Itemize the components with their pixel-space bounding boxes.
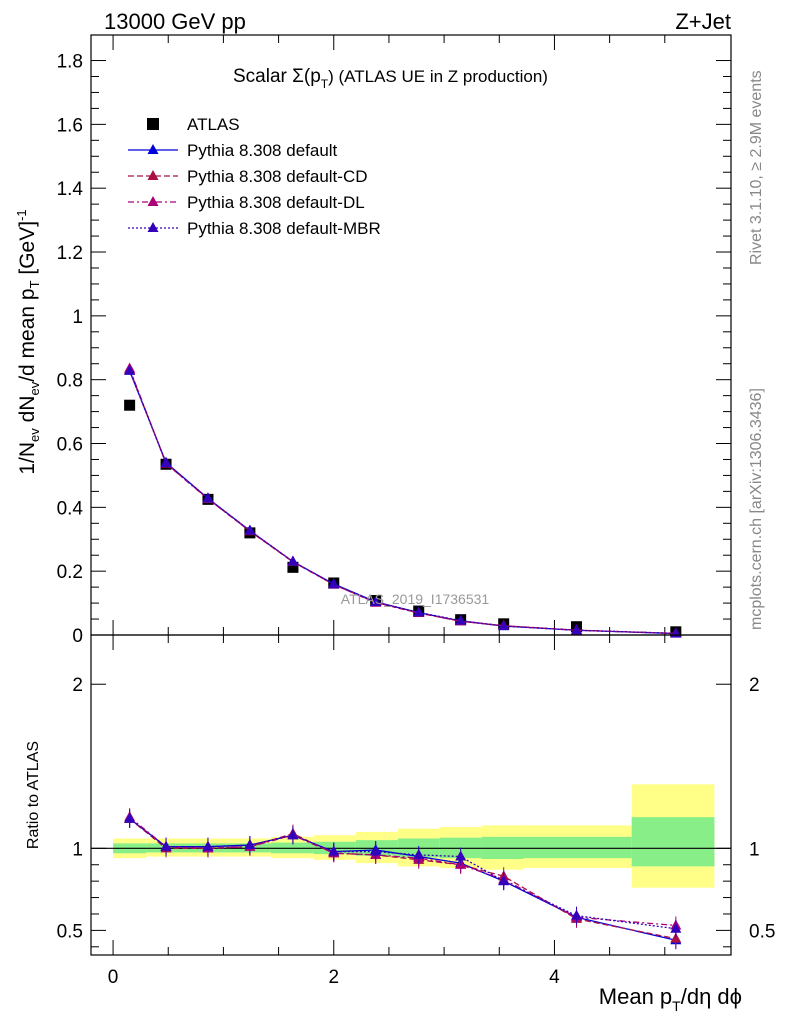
ratio-y-tick-label: 2 bbox=[72, 675, 83, 696]
ratio-series-point bbox=[370, 845, 382, 856]
mc-series-point bbox=[124, 364, 136, 375]
ratio-y-tick-label-right: 2 bbox=[749, 675, 760, 696]
x-tick-label: 2 bbox=[328, 967, 339, 988]
legend-marker bbox=[147, 222, 159, 232]
main-y-tick-label: 1.2 bbox=[57, 243, 83, 264]
ylabel-c-sub: T bbox=[27, 280, 42, 288]
x-tick-label: 0 bbox=[108, 967, 119, 988]
ylabel-a: 1/N bbox=[16, 442, 39, 475]
mc-series-line bbox=[129, 370, 676, 635]
ratio-y-tick-label: 0.5 bbox=[57, 921, 83, 942]
x-tick-label: 4 bbox=[549, 967, 560, 988]
main-panel: 0 0.2 0.4 0.6 0.8 1 1.2 1.4 1.6 1.8 bbox=[57, 34, 732, 647]
main-y-tick-label: 0 bbox=[72, 626, 83, 647]
ylabel-b: dN bbox=[16, 396, 39, 429]
legend-marker bbox=[147, 196, 159, 206]
main-y-tick-label: 0.6 bbox=[57, 435, 83, 456]
ylabel-c: /d mean p bbox=[16, 288, 39, 381]
main-y-tick-label: 0.4 bbox=[57, 498, 84, 519]
legend-label: Pythia 8.308 default-MBR bbox=[187, 219, 381, 238]
uncertainty-band-green bbox=[631, 817, 715, 867]
main-y-tick-label: 1.4 bbox=[57, 179, 84, 200]
legend-marker-atlas bbox=[147, 118, 159, 130]
xlabel-b: /dη dϕ bbox=[681, 984, 742, 1009]
mc-series-point bbox=[455, 614, 467, 625]
mc-series-point bbox=[160, 456, 172, 467]
ylabel-b-sub: ev bbox=[27, 381, 42, 395]
xlabel-a-sub: T bbox=[672, 998, 681, 1014]
main-y-axis-label: 1/Nev dNev/d mean pT [GeV]-1 bbox=[14, 209, 42, 474]
atlas-data-point bbox=[287, 561, 299, 573]
ratio-series-point bbox=[244, 839, 256, 850]
ratio-y-axis-label: Ratio to ATLAS bbox=[25, 741, 42, 849]
mc-series-point bbox=[328, 578, 340, 589]
plot-title-sub: T bbox=[321, 77, 329, 91]
ratio-series-point bbox=[455, 850, 467, 861]
ratio-y-tick-label: 1 bbox=[72, 839, 83, 860]
ratio-series-point bbox=[124, 812, 136, 823]
main-y-tick-label: 1 bbox=[72, 307, 83, 328]
ratio-panel: 0.5 0.5 1 1 2 2 0 2 4 bbox=[57, 634, 775, 988]
legend-label: Pythia 8.308 default-CD bbox=[187, 167, 368, 186]
plot-title-prefix: Scalar Σ(p bbox=[233, 66, 321, 87]
ratio-series-line bbox=[129, 816, 676, 927]
uncertainty-band-green bbox=[523, 836, 632, 859]
mcplots-text: mcplots.cern.ch [arXiv:1306.3436] bbox=[748, 388, 765, 630]
plot-title: Scalar Σ(pT) (ATLAS UE in Z production) bbox=[233, 66, 548, 91]
ratio-series-line bbox=[129, 818, 676, 940]
header-process: Z+Jet bbox=[675, 9, 731, 34]
mc-series-point bbox=[287, 555, 299, 566]
mc-series-point bbox=[202, 492, 214, 503]
rivet-version-text: Rivet 3.1.10, ≥ 2.9M events bbox=[748, 70, 765, 265]
ratio-series-point bbox=[571, 909, 583, 920]
ylabel-d-sup: -1 bbox=[14, 209, 29, 221]
mc-series-point bbox=[571, 624, 583, 635]
ylabel-a-sub: ev bbox=[27, 428, 42, 442]
ratio-y-tick-label-right: 0.5 bbox=[749, 921, 775, 942]
legend-marker bbox=[147, 144, 159, 154]
plot-title-suffix: ) (ATLAS UE in Z production) bbox=[328, 67, 548, 86]
ratio-series-line bbox=[129, 818, 676, 930]
legend-label: Pythia 8.308 default bbox=[187, 141, 338, 160]
legend: ATLAS Pythia 8.308 default Pythia 8.308 de… bbox=[128, 115, 381, 238]
x-axis-label: Mean pT/dη dϕ bbox=[599, 984, 742, 1014]
ratio-y-tick-label-right: 1 bbox=[749, 839, 760, 860]
mc-series-point bbox=[413, 606, 425, 617]
analysis-watermark: ATLAS_2019_I1736531 bbox=[341, 591, 490, 607]
header-energy: 13000 GeV pp bbox=[104, 9, 246, 34]
legend-label: Pythia 8.308 default-DL bbox=[187, 193, 365, 212]
ratio-series-point bbox=[202, 840, 214, 851]
ylabel-d: [GeV] bbox=[16, 221, 39, 281]
main-y-tick-label: 1.6 bbox=[57, 115, 83, 136]
xlabel-a: Mean p bbox=[599, 984, 672, 1009]
mc-series-point bbox=[498, 620, 510, 631]
ratio-series-point bbox=[160, 840, 172, 851]
legend-label: ATLAS bbox=[187, 115, 240, 134]
ratio-series-point bbox=[670, 922, 682, 933]
ratio-frame-border bbox=[90, 634, 732, 956]
ratio-series-point bbox=[413, 848, 425, 859]
ratio-series-point bbox=[287, 829, 299, 840]
main-y-tick-label: 0.2 bbox=[57, 562, 83, 583]
mc-series-point bbox=[244, 524, 256, 535]
atlas-data-point bbox=[124, 399, 136, 411]
main-y-tick-label: 1.8 bbox=[57, 52, 83, 73]
mc-series-point bbox=[370, 596, 382, 607]
ratio-series-point bbox=[498, 875, 510, 886]
main-y-tick-label: 0.8 bbox=[57, 371, 83, 392]
legend-marker bbox=[147, 170, 159, 180]
ratio-series-point bbox=[328, 845, 340, 856]
